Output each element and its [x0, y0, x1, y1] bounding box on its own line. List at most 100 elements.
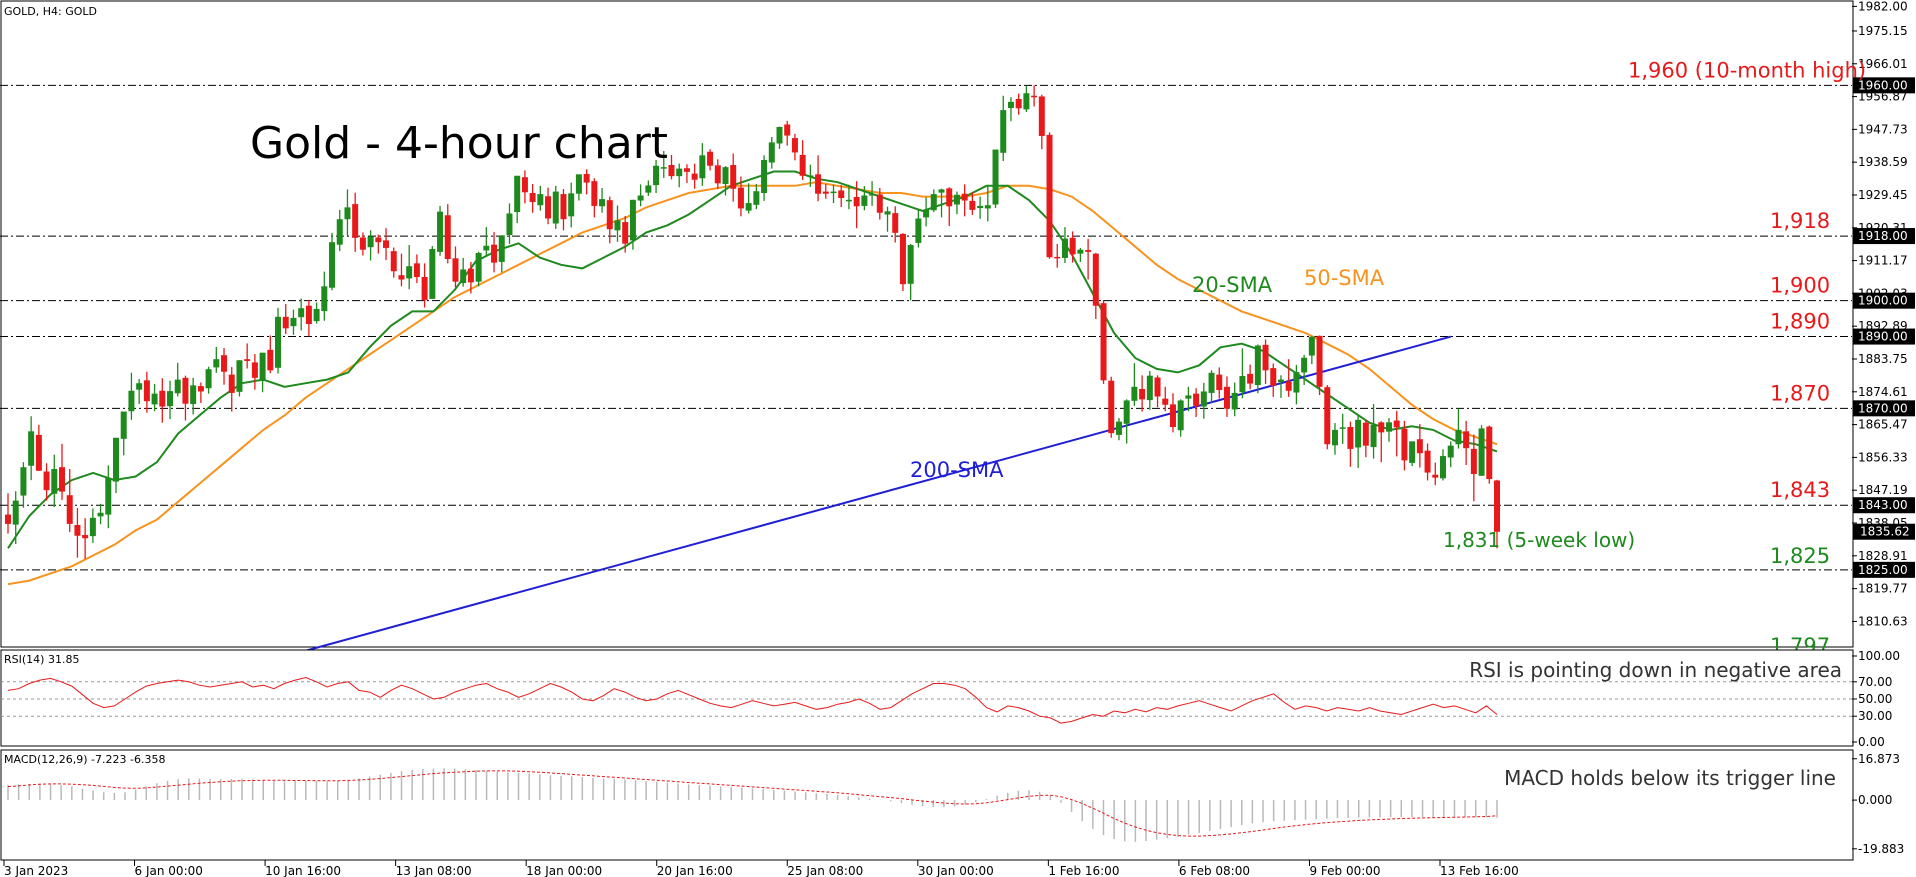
time-tick-label: 1 Feb 16:00: [1048, 864, 1119, 877]
candle-body: [1331, 429, 1338, 446]
candle-body: [321, 286, 328, 312]
candle-body: [113, 437, 120, 482]
candle-body: [637, 195, 644, 201]
sma200-label: 200-SMA: [910, 458, 1004, 482]
candle-body: [822, 191, 829, 194]
level-label: 1,900: [1770, 274, 1830, 298]
current-price-tag: 1835.62: [1860, 525, 1910, 539]
candle-body: [452, 258, 459, 282]
candle-body: [1262, 344, 1269, 371]
candle-body: [583, 173, 590, 183]
candle-body: [359, 237, 366, 250]
candle-body: [660, 167, 667, 169]
candle-body: [66, 495, 73, 524]
candle-body: [1494, 480, 1500, 532]
candle-body: [120, 411, 127, 439]
candle-body: [251, 362, 258, 378]
level-tag: 1960.00: [1858, 78, 1908, 92]
level-tag-box: [1853, 328, 1915, 345]
candle-body: [136, 383, 143, 390]
candle-body: [1239, 376, 1246, 393]
candle-body: [367, 236, 374, 248]
price-tick-label: 1810.63: [1858, 614, 1908, 628]
candle-body: [1355, 419, 1362, 448]
candle-body: [953, 194, 960, 205]
candle-body: [1270, 368, 1277, 386]
candle-body: [599, 199, 606, 207]
level-tag: 1843.00: [1858, 498, 1908, 512]
candle-body: [59, 467, 66, 492]
candle-body: [1401, 428, 1408, 461]
price-tick-label: 1828.91: [1858, 549, 1908, 563]
time-tick-label: 6 Jan 00:00: [135, 864, 203, 877]
price-tick-label: 1947.73: [1858, 122, 1908, 136]
candle-body: [475, 252, 482, 282]
rsi-indicator-label: RSI(14) 31.85: [4, 653, 79, 666]
macd-panel: 16.873 0.000 -19.883 MACD(12,26,9) -7.223 …: [0, 749, 1904, 861]
price-tick-label: 1938.59: [1858, 155, 1908, 169]
rsi-tick-label: 50.00: [1858, 692, 1892, 706]
candle-body: [1424, 450, 1431, 473]
candle-body: [1085, 250, 1092, 252]
candle-body: [1031, 95, 1038, 98]
rsi-tick-label: 30.00: [1858, 709, 1892, 723]
candle-body: [213, 359, 220, 368]
candle-body: [545, 196, 552, 219]
candle-body: [1347, 427, 1354, 449]
candle-body: [1231, 392, 1238, 410]
time-tick-label: 25 Jan 08:00: [787, 864, 863, 877]
macd-signal-polyline: [7, 770, 1498, 837]
candle-body: [575, 174, 582, 194]
price-tick-label: 1883.75: [1858, 352, 1908, 366]
time-tick-label: 13 Jan 08:00: [396, 864, 472, 877]
candle-body: [899, 233, 906, 285]
candle-body: [938, 189, 945, 193]
candle-body: [1432, 474, 1439, 478]
candle-body: [1293, 372, 1300, 393]
candle-body: [1146, 375, 1153, 401]
candle-body: [444, 215, 451, 260]
candle-body: [1301, 357, 1308, 373]
current-price-box: [1853, 523, 1915, 540]
candle-body: [930, 194, 937, 211]
candle-body: [1216, 374, 1223, 391]
candle-body: [1054, 256, 1061, 259]
candle-body: [174, 379, 181, 394]
candle-body: [313, 308, 320, 322]
price-tick-label: 1975.15: [1858, 24, 1908, 38]
candle-body: [352, 204, 359, 238]
candle-body: [1447, 445, 1454, 458]
candle-body: [1139, 388, 1146, 400]
candle-body: [1463, 431, 1470, 449]
candle-body: [197, 386, 204, 392]
level-label: 1,843: [1770, 478, 1830, 502]
candle-body: [815, 174, 822, 194]
candle-body: [182, 377, 189, 404]
candle-body: [290, 317, 297, 327]
level-tag: 1890.00: [1858, 330, 1908, 344]
time-tick-label: 18 Jan 00:00: [526, 864, 602, 877]
time-tick-label: 10 Jan 16:00: [265, 864, 341, 877]
candle-body: [591, 181, 598, 206]
level-labels: 1960.001,960 (10-month high) 1918.00 1,918…: [1628, 58, 1915, 658]
rsi-tick-label: 0.00: [1858, 735, 1885, 749]
price-tick-label: 1966.01: [1858, 57, 1908, 71]
candle-body: [336, 219, 343, 245]
five-week-low-annotation: 1,831 (5-week low): [1443, 528, 1635, 552]
candle-body: [282, 316, 289, 329]
candle-body: [236, 360, 243, 392]
candle-body: [305, 305, 312, 324]
candle-body: [653, 165, 660, 186]
candle-body: [151, 393, 158, 405]
candle-body: [1046, 134, 1053, 258]
level-label: 1,918: [1770, 209, 1830, 233]
candle-body: [884, 211, 891, 215]
price-tick-label: 1982.00: [1858, 0, 1908, 13]
macd-tick-label: 16.873: [1858, 752, 1900, 766]
candle-body: [1000, 110, 1007, 153]
candle-body: [1162, 398, 1169, 405]
candle-body: [167, 391, 174, 407]
candle-body: [1378, 422, 1385, 433]
